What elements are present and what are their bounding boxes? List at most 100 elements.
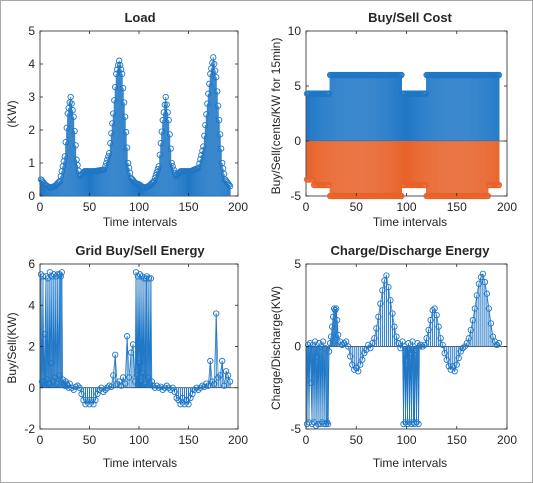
stem-marker bbox=[383, 272, 390, 279]
stem-marker bbox=[217, 131, 224, 138]
stem-marker bbox=[76, 384, 83, 391]
stem-marker bbox=[119, 70, 126, 78]
axes: 0 50 100 150 200 0 1 2 3 4 5 bbox=[28, 24, 248, 214]
stem-marker bbox=[104, 384, 111, 391]
stem-marker bbox=[471, 305, 478, 312]
stem-marker bbox=[467, 326, 474, 334]
y-tick-label: 2 bbox=[28, 340, 35, 354]
x-tick-label: 150 bbox=[447, 433, 467, 447]
stem-marker bbox=[197, 384, 204, 391]
stem-marker bbox=[71, 127, 78, 135]
stem-marker bbox=[122, 129, 130, 136]
axes: 0 50 100 150 200-505 bbox=[290, 257, 517, 447]
x-axis-label: Time intervals bbox=[373, 456, 447, 470]
y-tick-label: 0 bbox=[294, 340, 301, 354]
chart-title: Load bbox=[124, 10, 155, 25]
x-tick-label: 0 bbox=[303, 200, 310, 214]
y-tick-label: 4 bbox=[28, 57, 35, 71]
x-tick-label: 200 bbox=[228, 433, 248, 447]
stem-marker bbox=[166, 131, 173, 138]
x-tick-label: 50 bbox=[350, 200, 364, 214]
chart-title: Buy/Sell Cost bbox=[368, 10, 452, 25]
stem-marker bbox=[451, 368, 458, 375]
stem-marker bbox=[120, 85, 127, 92]
y-axis-label: Buy/Sell(KW) bbox=[5, 312, 19, 383]
x-axis-label: Time intervals bbox=[373, 215, 447, 229]
stem-marker bbox=[225, 181, 233, 188]
stem-marker bbox=[495, 71, 503, 79]
x-tick-label: 50 bbox=[83, 200, 97, 214]
panel-grid-buy-sell-energy: Grid Buy/Sell Energy Time intervals Buy/… bbox=[5, 243, 248, 470]
stem-marker bbox=[226, 182, 234, 190]
stem-marker bbox=[427, 316, 434, 324]
stem-marker bbox=[483, 290, 491, 297]
y-tick-label: 0 bbox=[28, 381, 35, 395]
stem-marker bbox=[100, 388, 107, 396]
stem-marker bbox=[425, 326, 432, 334]
x-tick-label: 50 bbox=[83, 433, 97, 447]
stem-marker bbox=[117, 61, 124, 69]
stem-marker bbox=[195, 386, 202, 393]
stem-marker bbox=[398, 71, 405, 79]
panel-buy-sell-cost: Buy/Sell Cost Time intervals Buy/Sell(ce… bbox=[269, 10, 517, 229]
y-tick-label: -5 bbox=[290, 422, 301, 436]
stem-marker bbox=[170, 166, 177, 173]
x-axis-label: Time intervals bbox=[103, 215, 177, 229]
data-series bbox=[303, 270, 503, 429]
stem-marker bbox=[484, 192, 492, 200]
y-tick-label: 0 bbox=[28, 189, 35, 203]
stem-marker bbox=[212, 67, 219, 74]
stem-marker bbox=[371, 335, 378, 342]
stem-marker bbox=[118, 66, 125, 73]
stem-marker bbox=[153, 382, 160, 389]
stem-marker bbox=[123, 144, 131, 151]
stem-marker bbox=[465, 335, 472, 342]
stem-marker bbox=[393, 333, 400, 340]
x-tick-label: 200 bbox=[497, 433, 517, 447]
x-tick-label: 200 bbox=[497, 200, 517, 214]
stem-marker bbox=[215, 102, 222, 109]
x-tick-label: 50 bbox=[350, 433, 364, 447]
stem-marker bbox=[72, 142, 79, 149]
stem-marker bbox=[162, 93, 169, 101]
stem-marker bbox=[355, 368, 362, 375]
y-axis-label: (KW) bbox=[5, 100, 19, 127]
stem-marker bbox=[159, 386, 166, 393]
y-axis-label: Buy/Sell(cents/KW for 15min) bbox=[269, 38, 283, 195]
stem-marker bbox=[191, 386, 198, 393]
stem-marker bbox=[375, 313, 382, 320]
plot-area bbox=[303, 30, 508, 200]
y-tick-label: 3 bbox=[28, 90, 35, 104]
stem-marker bbox=[447, 366, 454, 373]
series-line bbox=[40, 272, 231, 406]
stem-marker bbox=[210, 54, 217, 61]
stem-marker bbox=[445, 363, 452, 370]
stem-marker bbox=[67, 93, 74, 101]
x-tick-label: 0 bbox=[303, 433, 310, 447]
stem-marker bbox=[493, 341, 501, 348]
stem-marker bbox=[171, 388, 178, 396]
stem-marker bbox=[433, 311, 440, 319]
stem-marker bbox=[385, 283, 392, 291]
stem-marker bbox=[431, 305, 438, 312]
stem-marker bbox=[173, 394, 180, 402]
y-tick-label: 5 bbox=[294, 79, 301, 93]
stem-marker bbox=[361, 349, 368, 357]
stem-marker bbox=[359, 356, 366, 363]
stem-marker bbox=[216, 116, 223, 124]
stem-marker bbox=[337, 338, 344, 345]
stem-marker bbox=[481, 278, 489, 286]
stem-marker bbox=[164, 109, 171, 116]
stem-marker bbox=[68, 100, 75, 107]
x-axis-label: Time intervals bbox=[103, 456, 177, 470]
stem-marker bbox=[479, 270, 487, 278]
series-stems bbox=[303, 71, 503, 141]
y-tick-label: 10 bbox=[288, 24, 302, 38]
stem-marker bbox=[461, 343, 468, 350]
stem-marker bbox=[441, 349, 448, 357]
series-stems bbox=[303, 141, 503, 200]
stem-marker bbox=[213, 74, 220, 81]
